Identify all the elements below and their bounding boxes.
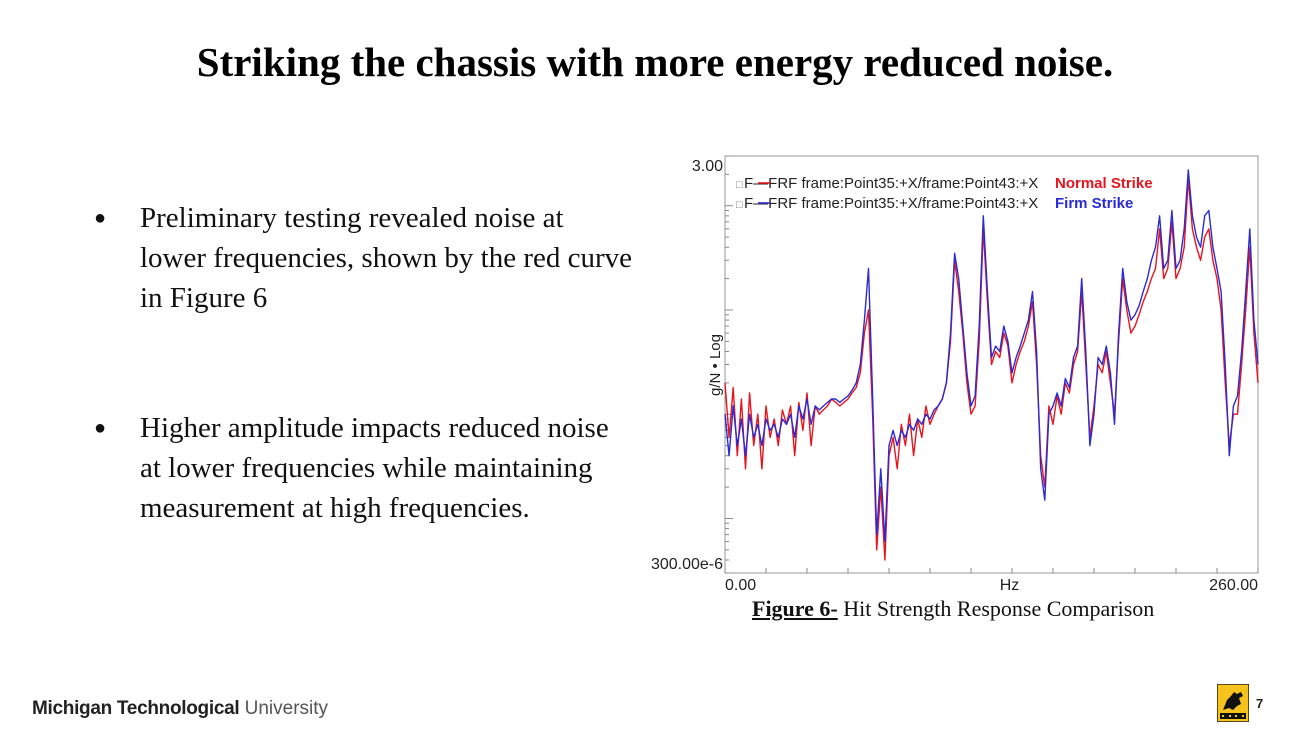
- bullet-marker: ●: [94, 417, 107, 439]
- series-line-firm-strike: [724, 169, 1259, 543]
- page-number: 7: [1256, 696, 1264, 711]
- legend-entry-label: Firm Strike: [1055, 195, 1133, 212]
- legend-entry-name: F—FRF frame:Point35:+X/frame:Point43:+X: [744, 175, 1038, 192]
- figure-caption: Figure 6- Hit Strength Response Comparis…: [752, 596, 1154, 622]
- caption-text: Hit Strength Response Comparison: [837, 596, 1155, 621]
- bullet-item: ● Higher amplitude impacts reduced noise…: [92, 408, 632, 528]
- bullet-list: ● Preliminary testing revealed noise at …: [92, 198, 632, 528]
- y-axis-label: g/N • Log: [707, 334, 724, 396]
- caption-label: Figure 6-: [752, 596, 838, 621]
- university-logo: Michigan Technological University: [32, 698, 328, 720]
- x-tick-label-end: 260.00: [1209, 577, 1258, 594]
- frf-chart-svg: 3.00 300.00e-60.00 Hz 260.00 g/N • Log □ F—FRF…: [651, 155, 1259, 594]
- legend-entry-name: F—FRF frame:Point35:+X/frame:Point43:+X: [744, 195, 1038, 212]
- bullet-marker: ●: [94, 207, 107, 229]
- y-tick-label-top: 3.00: [692, 158, 723, 175]
- husky-logo-icon: [1217, 684, 1249, 722]
- x-axis-label: Hz: [1000, 577, 1020, 594]
- series-line-normal-strike: [724, 178, 1259, 561]
- legend-marker: □: [736, 179, 743, 191]
- legend-marker: □: [736, 199, 743, 211]
- slide-title: Striking the chassis with more energy re…: [196, 39, 1114, 85]
- bullet-text: Preliminary testing revealed noise at lo…: [140, 202, 633, 314]
- brand-light: University: [239, 698, 329, 719]
- brand-bold: Michigan Technological: [32, 698, 240, 719]
- bullet-item: ● Preliminary testing revealed noise at …: [92, 198, 632, 318]
- x-tick-label-start: 0.00: [725, 577, 756, 594]
- frf-chart: 3.00 300.00e-6 0.00 Hz 260.00 g/N • Log □ F—FRF…: [640, 150, 1265, 600]
- legend-entry-label: Normal Strike: [1055, 175, 1153, 192]
- y-tick-label-bottom: 300.00e-6: [651, 556, 723, 573]
- bullet-text: Higher amplitude impacts reduced noise a…: [140, 412, 609, 524]
